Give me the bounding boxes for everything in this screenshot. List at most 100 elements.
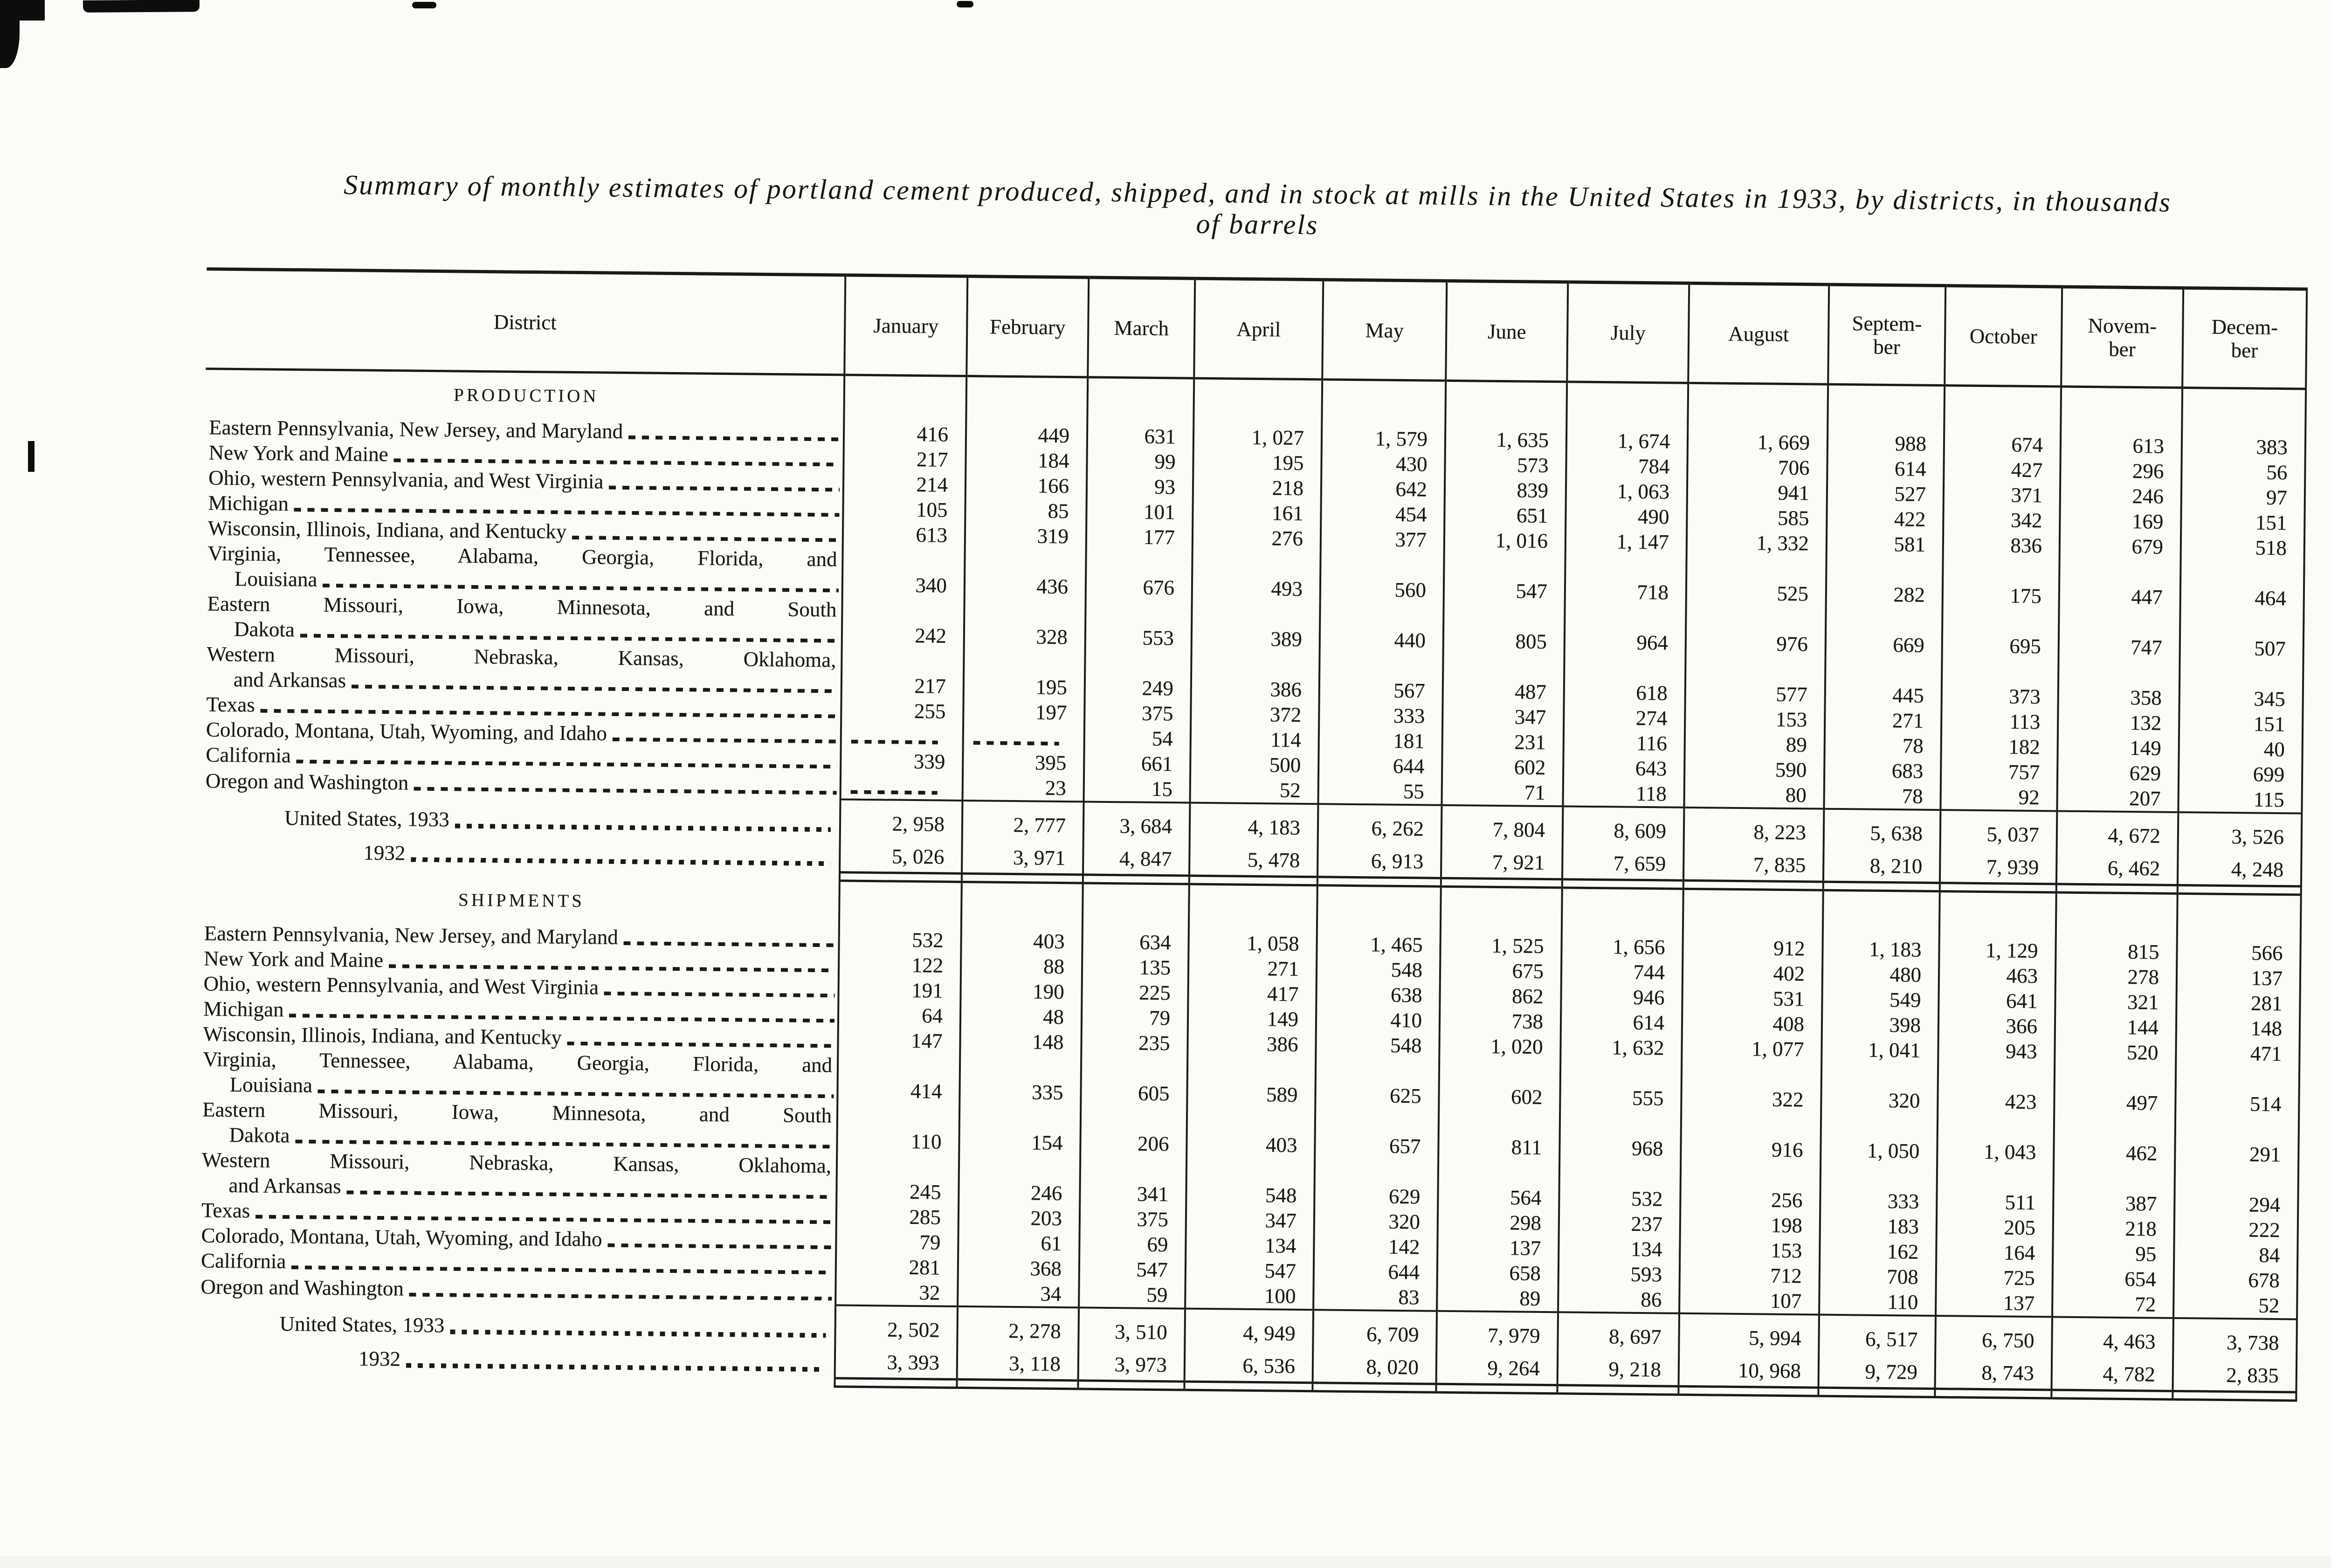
value-cell: 916 xyxy=(1681,1111,1821,1163)
table-header-row: District January February March April May June… xyxy=(206,269,2307,389)
empty-cell xyxy=(1939,891,2056,939)
value-cell: 335 xyxy=(959,1053,1082,1105)
value-cell: 1, 656 xyxy=(1561,933,1683,960)
value: 1, 525 xyxy=(1491,933,1544,958)
value-cell: 276 xyxy=(1192,525,1321,552)
value: 423 xyxy=(2005,1090,2037,1114)
totals-value-cell: 2, 835 xyxy=(2172,1357,2297,1392)
double-rule-cell xyxy=(1818,1388,1935,1397)
value-cell: 153 xyxy=(1680,1236,1820,1264)
blank-cell-dashes xyxy=(851,739,938,745)
value-cell: 97 xyxy=(2181,484,2305,511)
value-cell: 408 xyxy=(1682,1010,1822,1037)
value: 48 xyxy=(1042,1005,1064,1029)
totals-label: 1932 xyxy=(363,841,406,864)
value-cell: 1, 674 xyxy=(1566,428,1688,454)
totals-value: 7, 979 xyxy=(1487,1323,1540,1347)
value: 113 xyxy=(2009,710,2041,734)
district-cell: Western Missouri, Nebraska, Kansas, Okla… xyxy=(203,641,842,698)
value: 148 xyxy=(1032,1030,1064,1054)
totals-value-cell: 7, 939 xyxy=(1939,849,2057,884)
value: 69 xyxy=(1147,1232,1168,1257)
value-cell: 372 xyxy=(1191,701,1319,728)
value: 968 xyxy=(1631,1136,1663,1160)
value-cell: 149 xyxy=(2057,734,2179,761)
value: 403 xyxy=(1265,1133,1297,1157)
totals-label-cell: United States, 1933 xyxy=(201,793,841,838)
value-cell: 547 xyxy=(1079,1256,1186,1283)
value: 699 xyxy=(2253,762,2285,787)
blank-cell-dashes xyxy=(973,741,1059,746)
value-cell: 40 xyxy=(2179,736,2303,762)
value: 114 xyxy=(1270,728,1302,752)
value: 203 xyxy=(1030,1206,1062,1230)
dashed-leader xyxy=(289,1014,835,1023)
value: 191 xyxy=(911,978,943,1002)
value: 747 xyxy=(2131,635,2163,659)
value: 217 xyxy=(914,674,946,698)
dashed-leader xyxy=(604,991,835,998)
value: 151 xyxy=(2255,511,2287,535)
value-cell: 134 xyxy=(1559,1236,1680,1262)
value-cell: 964 xyxy=(1564,604,1686,656)
district-name-line2: Louisiana xyxy=(234,566,317,591)
value: 276 xyxy=(1271,526,1303,550)
district-name-line2: Dakota xyxy=(234,617,295,642)
value: 398 xyxy=(1889,1013,1921,1037)
value-cell: 366 xyxy=(1938,1013,2055,1039)
value-cell: 912 xyxy=(1683,934,1823,961)
value-cell: 105 xyxy=(843,496,966,523)
value: 78 xyxy=(1902,784,1923,808)
value-cell: 699 xyxy=(2178,760,2303,787)
empty-cell xyxy=(1082,883,1189,930)
totals-value-cell: 8, 020 xyxy=(1312,1349,1437,1384)
value: 15 xyxy=(1151,777,1173,801)
value-cell: 403 xyxy=(1186,1106,1316,1158)
value-cell: 118 xyxy=(1563,780,1684,808)
value: 137 xyxy=(2251,966,2283,990)
empty-cell xyxy=(961,882,1083,929)
totals-value: 4, 183 xyxy=(1248,815,1301,839)
value-cell: 416 xyxy=(843,421,966,447)
value-cell: 282 xyxy=(1826,556,1943,608)
value: 725 xyxy=(2003,1266,2035,1290)
value: 480 xyxy=(1890,963,1922,987)
value-cell: 154 xyxy=(959,1104,1081,1156)
value-cell: 137 xyxy=(1936,1290,2053,1317)
value: 242 xyxy=(915,623,947,648)
dashed-leader xyxy=(317,1089,834,1098)
value-cell: 487 xyxy=(1442,653,1565,705)
value-cell: 56 xyxy=(2181,459,2305,485)
value: 1, 050 xyxy=(1867,1139,1920,1163)
value-cell: 55 xyxy=(1318,778,1442,805)
value-cell: 613 xyxy=(842,521,966,548)
value-cell: 462 xyxy=(2054,1114,2176,1166)
value: 281 xyxy=(2250,991,2283,1015)
table-header: District January February March April May June… xyxy=(206,269,2307,389)
value-cell: 497 xyxy=(2054,1064,2176,1116)
column-header-month: April xyxy=(1194,278,1324,380)
totals-label: United States, 1933 xyxy=(284,806,450,831)
value: 78 xyxy=(1902,734,1924,758)
value-cell: 79 xyxy=(1081,1004,1188,1031)
value: 916 xyxy=(1771,1138,1803,1162)
value: 547 xyxy=(1516,579,1548,603)
value: 658 xyxy=(1509,1261,1541,1285)
totals-value-cell: 3, 118 xyxy=(957,1345,1079,1381)
value-cell: 231 xyxy=(1442,728,1564,755)
value: 52 xyxy=(1279,778,1301,802)
value-cell: 110 xyxy=(1819,1288,1936,1316)
totals-value: 2, 958 xyxy=(892,812,945,836)
value: 417 xyxy=(1267,982,1299,1006)
value: 718 xyxy=(1637,580,1669,604)
value-cell: 836 xyxy=(1943,532,2060,559)
value-cell: 490 xyxy=(1565,503,1687,530)
value: 493 xyxy=(1271,577,1303,601)
value-cell: 134 xyxy=(1186,1232,1314,1259)
totals-value-cell: 6, 913 xyxy=(1317,843,1441,878)
value: 245 xyxy=(909,1180,941,1204)
value: 1, 669 xyxy=(1757,430,1810,455)
value-cell xyxy=(840,773,963,801)
value-cell: 747 xyxy=(2058,608,2180,661)
value: 436 xyxy=(1036,574,1069,599)
